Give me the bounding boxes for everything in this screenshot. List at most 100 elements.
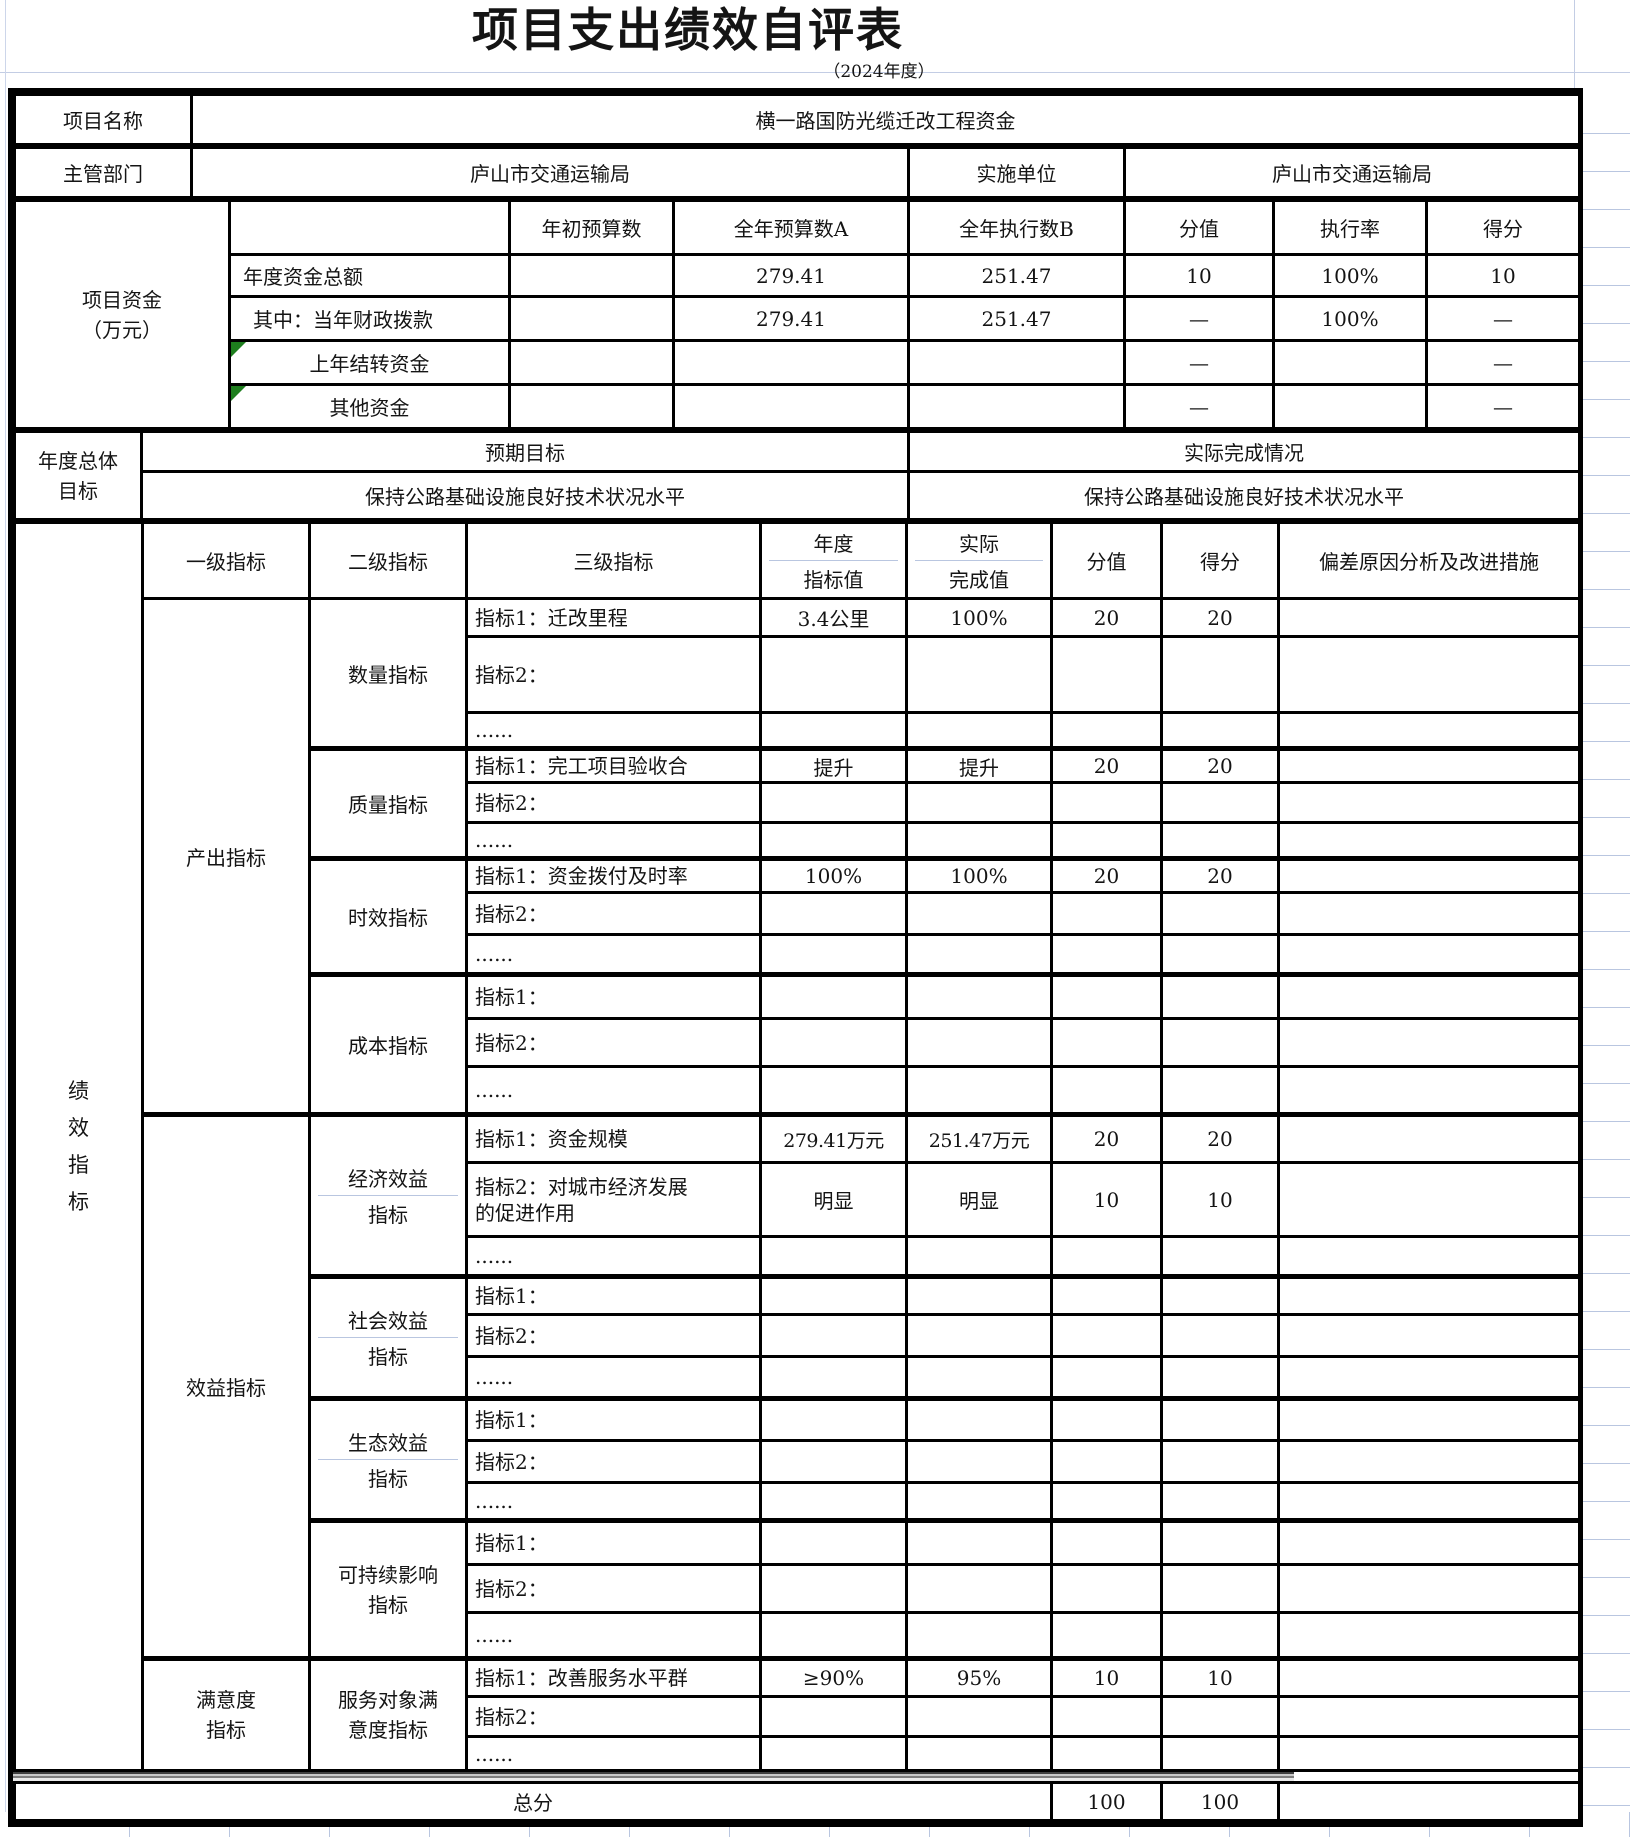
fund-cell-initial [508,295,675,342]
error-indicator-icon [232,343,246,357]
indicator-row: ...... [15,1065,1581,1116]
gridline-in-cell [768,560,899,561]
l3-cell: 指标1： [465,1518,762,1566]
fund-cell-exec [907,383,1126,430]
header-score: 分值 [1050,521,1163,600]
funds-header-got: 得分 [1425,199,1581,256]
indicator-row: ...... [15,933,1581,976]
department-value: 庐山市交通运输局 [190,146,910,199]
indicators-section-label: 绩 效 指 标 [13,521,144,1772]
header-actual-value: 实际 完成值 [905,521,1053,600]
department-table: 主管部门 庐山市交通运输局 实施单位 庐山市交通运输局 [13,146,1581,199]
l3-cell: 指标2： [465,781,762,824]
level1-output: 产出指标 [141,597,311,1116]
funds-header-budget: 全年预算数A [672,199,910,256]
fund-cell-rate: 100% [1272,295,1428,342]
gridlines-right-margin [1583,96,1630,1812]
deviation-cell [1277,1112,1581,1164]
l3-cell: ...... [465,1611,762,1660]
fund-cell-exec: 251.47 [907,253,1126,298]
l3-cell: 指标1：资金规模 [465,1112,762,1164]
l3-cell: ...... [465,821,762,860]
deviation-cell [1277,635,1581,714]
indicator-row: 生态效益 指标 指标1： [15,1396,1581,1522]
fund-row-label: 其中：当年财政拨款 [228,295,511,342]
implementation-unit-value: 庐山市交通运输局 [1123,146,1581,199]
score-cell: 20 [1050,746,1163,784]
deviation-cell [1277,1439,1581,1484]
l3-cell: 指标1：完工项目验收合 [465,746,762,784]
level2-timeliness: 时效指标 [308,856,468,976]
actual-cell: 95% [905,1656,1053,1698]
indicator-row: 产出指标 数量指标 指标1：迁改里程 3.4公里 100% 20 20 [15,597,1581,1116]
gridline-in-cell [317,1337,459,1338]
form-title: 项目支出绩效自评表 [472,3,904,57]
indicator-row: 指标2： [15,1695,1581,1738]
indicator-row: 满意度 指标 服务对象满 意度指标 指标1：改善服务水平群 ≥90% 95% 1… [15,1656,1581,1772]
indicator-row: 质量指标 指标1：完工项目验收合 提升 提升 20 20 [15,746,1581,860]
funds-header-score: 分值 [1123,199,1275,256]
implementation-unit-label: 实施单位 [907,146,1126,199]
l3-cell: 指标2： [465,1313,762,1358]
indicators-header-row: 绩 效 指 标 一级指标 二级指标 三级指标 年度 指标值 实际 完成值 分值 得分… [13,521,1581,1772]
deviation-cell [1277,1235,1581,1278]
deviation-cell [1277,597,1581,638]
fund-cell-score: 10 [1123,253,1275,298]
l3-cell: 指标1：资金拨付及时率 [465,856,762,894]
project-name-table: 项目名称 横一路国防光缆迁改工程资金 [13,93,1581,146]
fund-row-total: 年度资金总额 279.41 251.47 10 100% 10 [15,253,1581,298]
l3-cell: 指标2： [465,1017,762,1068]
got-cell: 20 [1160,1112,1280,1164]
l3-cell: ...... [465,1235,762,1278]
l3-cell: 指标1： [465,1396,762,1442]
deviation-cell [1277,1735,1581,1772]
actual-cell: 明显 [905,1161,1053,1238]
l3-cell: ...... [465,1355,762,1400]
indicator-row: ...... [15,821,1581,860]
actual-cell: 提升 [905,746,1053,784]
deviation-cell [1277,1656,1581,1698]
funds-header-rate: 执行率 [1272,199,1428,256]
fund-cell-budget: 279.41 [672,295,910,342]
score-cell: 20 [1050,856,1163,894]
indicator-row: 成本指标 指标1： [15,972,1581,1116]
indicator-row: 指标2： [15,781,1581,824]
fund-cell-got: — [1425,339,1581,386]
deviation-cell [1277,1518,1581,1566]
gridline-horizontal [0,72,1630,73]
annual-cell: ≥90% [759,1656,908,1698]
level2-ecological: 生态效益 指标 [308,1396,468,1522]
total-score-table: 总分 100 100 [13,1781,1581,1822]
total-score-value: 100 [1050,1781,1163,1822]
level2-social: 社会效益 指标 [308,1274,468,1400]
actual-cell: 100% [905,856,1053,894]
l3-cell: 指标1： [465,972,762,1020]
l3-cell: 指标1：改善服务水平群 [465,1656,762,1698]
gridline-in-cell [914,560,1044,561]
level2-cost: 成本指标 [308,972,468,1116]
header-level1: 一级指标 [141,521,311,600]
indicator-row: 时效指标 指标1：资金拨付及时率 100% 100% 20 20 [15,856,1581,976]
deviation-cell [1277,1611,1581,1660]
got-cell: 10 [1160,1656,1280,1698]
funds-header-initial: 年初预算数 [508,199,675,256]
expected-goal-header: 预期目标 [140,430,910,473]
fund-row-other: 其他资金 — — [15,383,1581,430]
funds-header-exec: 全年执行数B [907,199,1126,256]
gridline-in-cell [317,1459,459,1460]
funds-table: 项目资金 （万元） 年初预算数 全年预算数A 全年执行数B 分值 执行率 得分 … [13,199,1581,430]
deviation-cell [1277,891,1581,936]
funds-header-row: 项目资金 （万元） 年初预算数 全年预算数A 全年执行数B 分值 执行率 得分 [13,199,1581,430]
level2-quality: 质量指标 [308,746,468,860]
l3-cell: 指标1：迁改里程 [465,597,762,638]
header-got: 得分 [1160,521,1280,600]
total-deviation-cell [1277,1781,1581,1822]
indicator-row: ...... [15,1235,1581,1278]
project-name-label: 项目名称 [13,93,193,146]
l3-cell: ...... [465,1065,762,1116]
indicator-row: 指标2： [15,1439,1581,1484]
l3-cell: 指标2： [465,1439,762,1484]
department-row: 主管部门 庐山市交通运输局 实施单位 庐山市交通运输局 [13,146,1581,199]
indicator-row: 指标2： [15,891,1581,936]
actual-cell: 251.47万元 [905,1112,1053,1164]
